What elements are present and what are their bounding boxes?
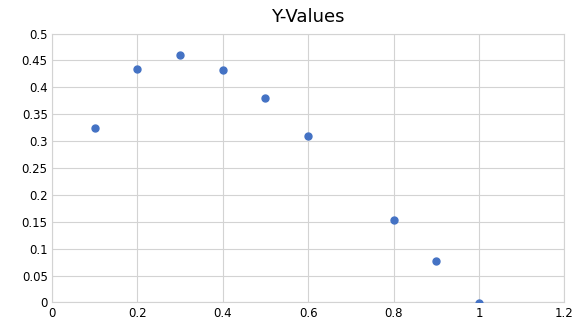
Point (304, 133, 313, 138)
Point (175, 52, 184, 58)
Point (389, 217, 398, 222)
Point (132, 66, 142, 71)
Point (90, 125, 99, 130)
Point (218, 67, 228, 72)
Point (432, 258, 441, 264)
Title: Y-Values: Y-Values (271, 8, 345, 27)
Point (261, 95, 270, 101)
Point (475, 301, 484, 306)
